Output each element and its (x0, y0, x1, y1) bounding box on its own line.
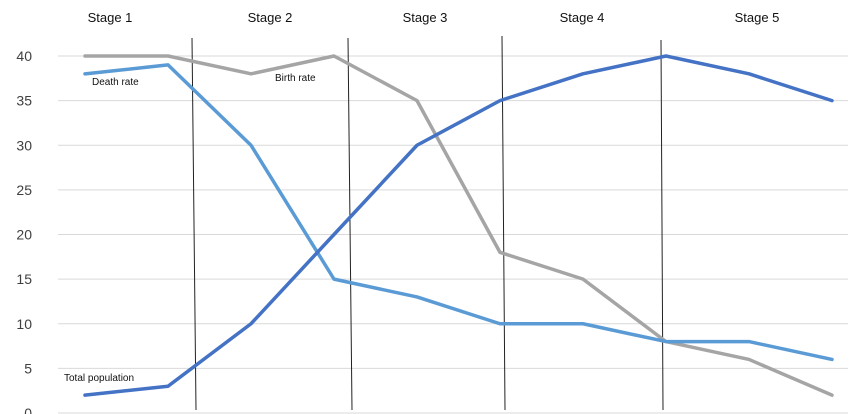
stage-divider (347, 37, 353, 411)
stage-dividers: Stage 1 Stage 2 Stage 3 Stage 4 Stage 5 (88, 10, 780, 411)
stage-label: Stage 1 (88, 10, 133, 25)
gridlines (58, 55, 848, 414)
y-tick-label: 35 (16, 93, 32, 109)
total-population-line (83, 54, 834, 397)
y-tick-label: 0 (24, 405, 32, 414)
birth-rate-label: Birth rate (275, 73, 316, 84)
y-axis-ticks: 0 5 10 15 20 25 30 35 40 (16, 48, 32, 414)
stage-label: Stage 5 (735, 10, 780, 25)
y-tick-label: 5 (24, 360, 32, 376)
stage-label: Stage 4 (560, 10, 605, 25)
stage-label: Stage 2 (248, 10, 293, 25)
y-tick-label: 25 (16, 182, 32, 198)
death-rate-label: Death rate (92, 77, 139, 88)
y-tick-label: 40 (16, 48, 32, 64)
y-tick-label: 20 (16, 227, 32, 243)
series-lines (83, 54, 834, 397)
stage-divider (191, 37, 197, 411)
stage-divider (501, 35, 506, 411)
stage-divider (660, 39, 664, 411)
stage-label: Stage 3 (403, 10, 448, 25)
y-tick-label: 10 (16, 316, 32, 332)
birth-rate-line (83, 54, 834, 397)
y-tick-label: 15 (16, 271, 32, 287)
y-tick-label: 30 (16, 137, 32, 153)
death-rate-line (83, 63, 834, 362)
total-population-label: Total population (64, 373, 134, 384)
series-labels: Birth rate Death rate Total population (64, 73, 316, 384)
